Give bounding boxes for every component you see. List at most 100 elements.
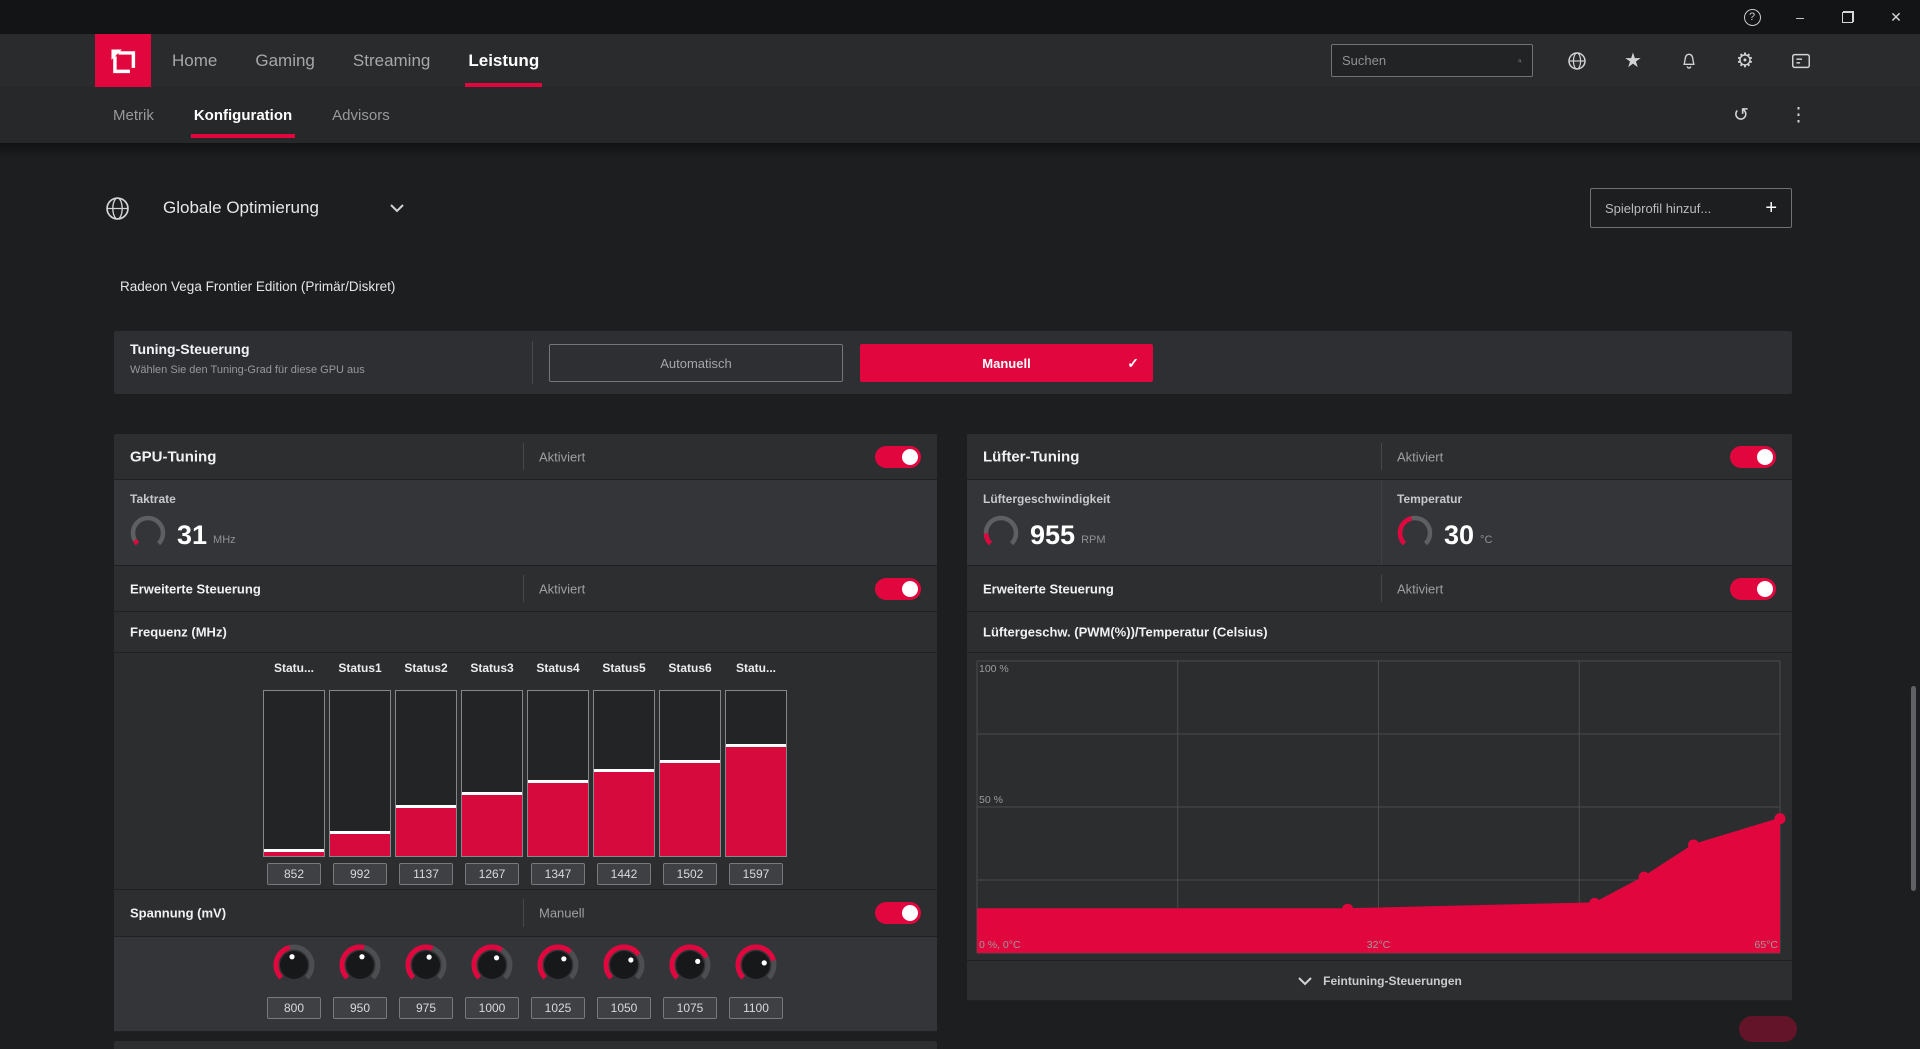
axis-label: 0 %, 0°C	[979, 939, 1021, 951]
frequency-value-box[interactable]: 1442	[597, 863, 651, 885]
frequency-value-box[interactable]: 1502	[663, 863, 717, 885]
help-button[interactable]: ?	[1728, 0, 1776, 34]
clock-unit: MHz	[213, 534, 236, 546]
frequency-state-label: Status5	[602, 661, 646, 675]
voltage-label: Spannung (mV)	[130, 905, 227, 921]
voltage-value-box[interactable]: 800	[267, 997, 321, 1019]
fan-curve-svg[interactable]: 100 % 50 % 0 %, 0°C 32°C 65°C	[967, 653, 1792, 961]
frequency-bar-fill	[726, 743, 786, 856]
profile-selector-label[interactable]: Globale Optimierung	[163, 198, 319, 217]
voltage-knob[interactable]	[732, 941, 780, 994]
voltage-toggle[interactable]	[875, 902, 921, 924]
curve-dot[interactable]	[1688, 839, 1699, 851]
voltage-knob-row: 800 950 975 1000 1025	[114, 937, 937, 1032]
frequency-bar[interactable]	[263, 690, 325, 857]
voltage-header: Spannung (mV) Manuell	[114, 890, 937, 937]
divider	[523, 899, 524, 927]
frequency-bar[interactable]	[329, 690, 391, 857]
manual-button[interactable]: Manuell ✓	[860, 344, 1153, 382]
voltage-knob-slot: 1050	[593, 941, 655, 1019]
frequency-value-box[interactable]: 1597	[729, 863, 783, 885]
voltage-value-box[interactable]: 1075	[663, 997, 717, 1019]
voltage-knob-columns: 800 950 975 1000 1025	[263, 941, 787, 1019]
fan-advanced-toggle[interactable]	[1730, 577, 1776, 600]
globe-icon[interactable]	[1565, 49, 1589, 73]
minimize-button[interactable]: –	[1776, 0, 1824, 34]
frequency-bar-fill	[528, 780, 588, 856]
frequency-bar[interactable]	[593, 690, 655, 857]
clock-gauge-icon	[128, 513, 168, 558]
gpu-advanced-row: Erweiterte Steuerung Aktiviert	[114, 566, 937, 612]
subnav-item-advisors[interactable]: Advisors	[332, 106, 390, 124]
nav-item-leistung[interactable]: Leistung	[465, 34, 543, 87]
frequency-bar[interactable]	[659, 690, 721, 857]
curve-dot[interactable]	[1589, 897, 1601, 909]
nav-right: ★ ⚙	[1331, 34, 1813, 87]
star-icon[interactable]: ★	[1624, 49, 1642, 72]
gpu-tuning-toggle[interactable]	[875, 445, 921, 468]
frequency-value-box[interactable]: 1137	[399, 863, 453, 885]
curve-dot[interactable]	[1774, 813, 1786, 825]
amd-logo[interactable]	[95, 34, 151, 87]
search-input[interactable]	[1342, 53, 1518, 68]
next-panel-partial	[114, 1041, 937, 1049]
voltage-knob[interactable]	[600, 941, 648, 994]
close-button[interactable]: ✕	[1872, 0, 1920, 34]
voltage-value-box[interactable]: 1050	[597, 997, 651, 1019]
fan-tuning-header: Lüfter-Tuning Aktiviert	[967, 434, 1792, 480]
manual-label: Manuell	[982, 355, 1031, 371]
automatic-button[interactable]: Automatisch	[549, 344, 843, 382]
subnav-item-metrik[interactable]: Metrik	[113, 106, 154, 124]
fan-curve-chart[interactable]: 100 % 50 % 0 %, 0°C 32°C 65°C	[967, 653, 1792, 961]
frequency-value-box[interactable]: 1347	[531, 863, 585, 885]
subnav-item-konfiguration[interactable]: Konfiguration	[190, 87, 296, 143]
voltage-knob[interactable]	[468, 941, 516, 994]
frequency-value-box[interactable]: 852	[267, 863, 321, 885]
voltage-value-box[interactable]: 1100	[729, 997, 783, 1019]
frequency-value-box[interactable]: 1267	[465, 863, 519, 885]
voltage-knob-slot: 800	[263, 941, 325, 1019]
reset-icon[interactable]: ↺	[1733, 104, 1749, 126]
help-icon: ?	[1743, 8, 1761, 26]
gear-icon[interactable]: ⚙	[1736, 49, 1754, 72]
minimize-icon: –	[1796, 9, 1804, 25]
gpu-advanced-toggle[interactable]	[875, 577, 921, 600]
search-box[interactable]	[1331, 44, 1533, 77]
voltage-value-box[interactable]: 950	[333, 997, 387, 1019]
nav-item-streaming[interactable]: Streaming	[352, 50, 431, 70]
fan-advanced-row: Erweiterte Steuerung Aktiviert	[967, 566, 1792, 612]
chevron-down-icon[interactable]	[389, 203, 405, 213]
scrollbar-thumb[interactable]	[1911, 686, 1916, 891]
bell-icon[interactable]	[1677, 49, 1701, 73]
fan-tuning-toggle[interactable]	[1730, 445, 1776, 468]
voltage-value-box[interactable]: 1025	[531, 997, 585, 1019]
voltage-knob[interactable]	[336, 941, 384, 994]
add-game-profile-button[interactable]: Spielprofil hinzuf... +	[1590, 188, 1792, 228]
axis-label: 50 %	[979, 794, 1003, 806]
ghost-red-badge	[1739, 1016, 1797, 1042]
voltage-knob[interactable]	[270, 941, 318, 994]
nav-item-home[interactable]: Home	[172, 50, 218, 70]
restore-button[interactable]	[1824, 0, 1872, 34]
curve-dot[interactable]	[1638, 871, 1650, 883]
frequency-value-box[interactable]: 992	[333, 863, 387, 885]
fan-curve-header: Lüftergeschw. (PWM(%))/Temperatur (Celsi…	[967, 612, 1792, 653]
voltage-value-box[interactable]: 1000	[465, 997, 519, 1019]
overlay-icon[interactable]	[1789, 49, 1813, 73]
frequency-state-column: Statu... 852	[263, 661, 325, 885]
frequency-bar[interactable]	[461, 690, 523, 857]
voltage-knob[interactable]	[402, 941, 450, 994]
frequency-bar[interactable]	[725, 690, 787, 857]
nav-item-gaming[interactable]: Gaming	[255, 50, 315, 70]
kebab-menu-icon[interactable]: ⋮	[1789, 104, 1808, 126]
voltage-knob[interactable]	[534, 941, 582, 994]
voltage-value-box[interactable]: 975	[399, 997, 453, 1019]
fine-tuning-expander[interactable]: Feintuning-Steuerungen	[967, 961, 1792, 1001]
divider	[523, 575, 524, 602]
fan-tuning-panel: Lüfter-Tuning Aktiviert Lüftergeschwindi…	[967, 434, 1792, 1001]
frequency-bar[interactable]	[527, 690, 589, 857]
curve-dot[interactable]	[1342, 903, 1354, 915]
frequency-bar[interactable]	[395, 690, 457, 857]
voltage-knob[interactable]	[666, 941, 714, 994]
